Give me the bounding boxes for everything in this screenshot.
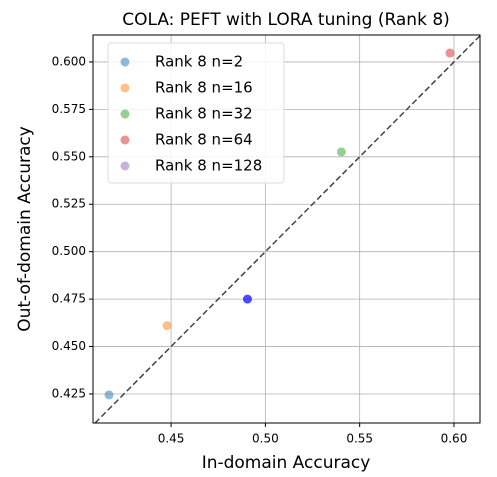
legend-marker	[120, 109, 130, 119]
point	[242, 294, 252, 304]
x-tick-label: 0.60	[441, 432, 468, 446]
y-tick-label: 0.475	[52, 292, 86, 306]
y-axis-label: Out-of-domain Accuracy	[15, 126, 35, 332]
x-tick-label: 0.50	[252, 432, 279, 446]
point	[162, 321, 172, 331]
chart-title: COLA: PEFT with LORA tuning (Rank 8)	[122, 10, 450, 30]
legend-marker	[120, 161, 130, 171]
legend-label: Rank 8 n=16	[155, 79, 253, 97]
y-tick-label: 0.525	[52, 197, 86, 211]
y-tick-label: 0.425	[52, 386, 86, 400]
legend-marker	[120, 83, 130, 93]
diagonal-line	[94, 35, 481, 424]
x-tick-label: 0.45	[158, 432, 185, 446]
y-tick-label: 0.550	[52, 149, 86, 163]
legend-label: Rank 8 n=128	[155, 157, 262, 175]
point	[336, 147, 346, 157]
x-axis-label: In-domain Accuracy	[202, 453, 371, 473]
legend-marker	[120, 57, 130, 67]
legend-label: Rank 8 n=2	[155, 53, 243, 71]
y-tick-label: 0.500	[52, 244, 86, 258]
y-tick-label: 0.575	[52, 102, 86, 116]
frame	[92, 34, 481, 424]
y-tick-label: 0.600	[52, 54, 86, 68]
point	[445, 48, 455, 58]
legend-marker	[120, 135, 130, 145]
legend-box	[107, 42, 285, 184]
legend-label: Rank 8 n=32	[155, 105, 253, 123]
legend-label: Rank 8 n=64	[155, 131, 253, 149]
x-tick-label: 0.55	[346, 432, 373, 446]
point	[104, 390, 114, 400]
y-tick-label: 0.450	[52, 339, 86, 353]
